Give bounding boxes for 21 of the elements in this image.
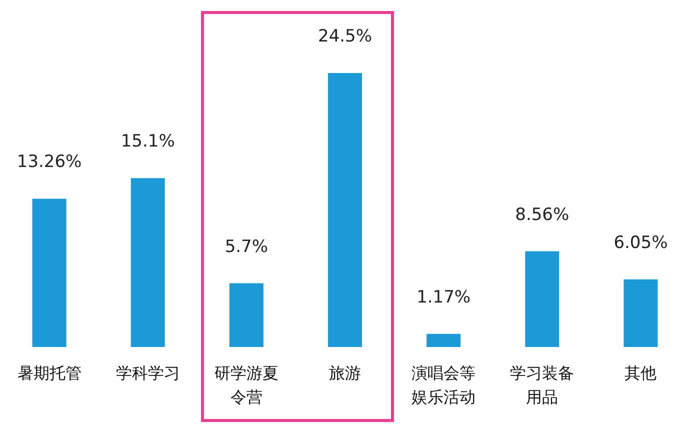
bar bbox=[525, 251, 560, 347]
data-label: 13.26% bbox=[16, 152, 82, 172]
x-tick-label: 暑期托管 bbox=[17, 364, 82, 382]
data-label: 5.7% bbox=[224, 236, 268, 257]
data-label: 15.1% bbox=[120, 132, 175, 152]
data-label: 6.05% bbox=[614, 232, 668, 253]
bar bbox=[426, 334, 461, 347]
x-tick-label: 演唱会等娱乐活动 bbox=[412, 364, 476, 406]
bar bbox=[229, 283, 264, 347]
x-tick-label: 其他 bbox=[624, 364, 657, 382]
data-label: 8.56% bbox=[515, 204, 570, 225]
data-label: 24.5% bbox=[318, 26, 372, 46]
x-tick-label: 学习装备用品 bbox=[510, 364, 574, 406]
bar bbox=[328, 73, 362, 347]
x-tick-label: 学科学习 bbox=[116, 364, 180, 382]
bar bbox=[624, 279, 658, 347]
x-tick-label: 旅游 bbox=[329, 364, 361, 382]
x-tick-label: 研学游夏令营 bbox=[214, 364, 278, 406]
data-label: 1.17% bbox=[416, 287, 471, 308]
bar bbox=[32, 198, 66, 347]
bar bbox=[130, 178, 165, 347]
